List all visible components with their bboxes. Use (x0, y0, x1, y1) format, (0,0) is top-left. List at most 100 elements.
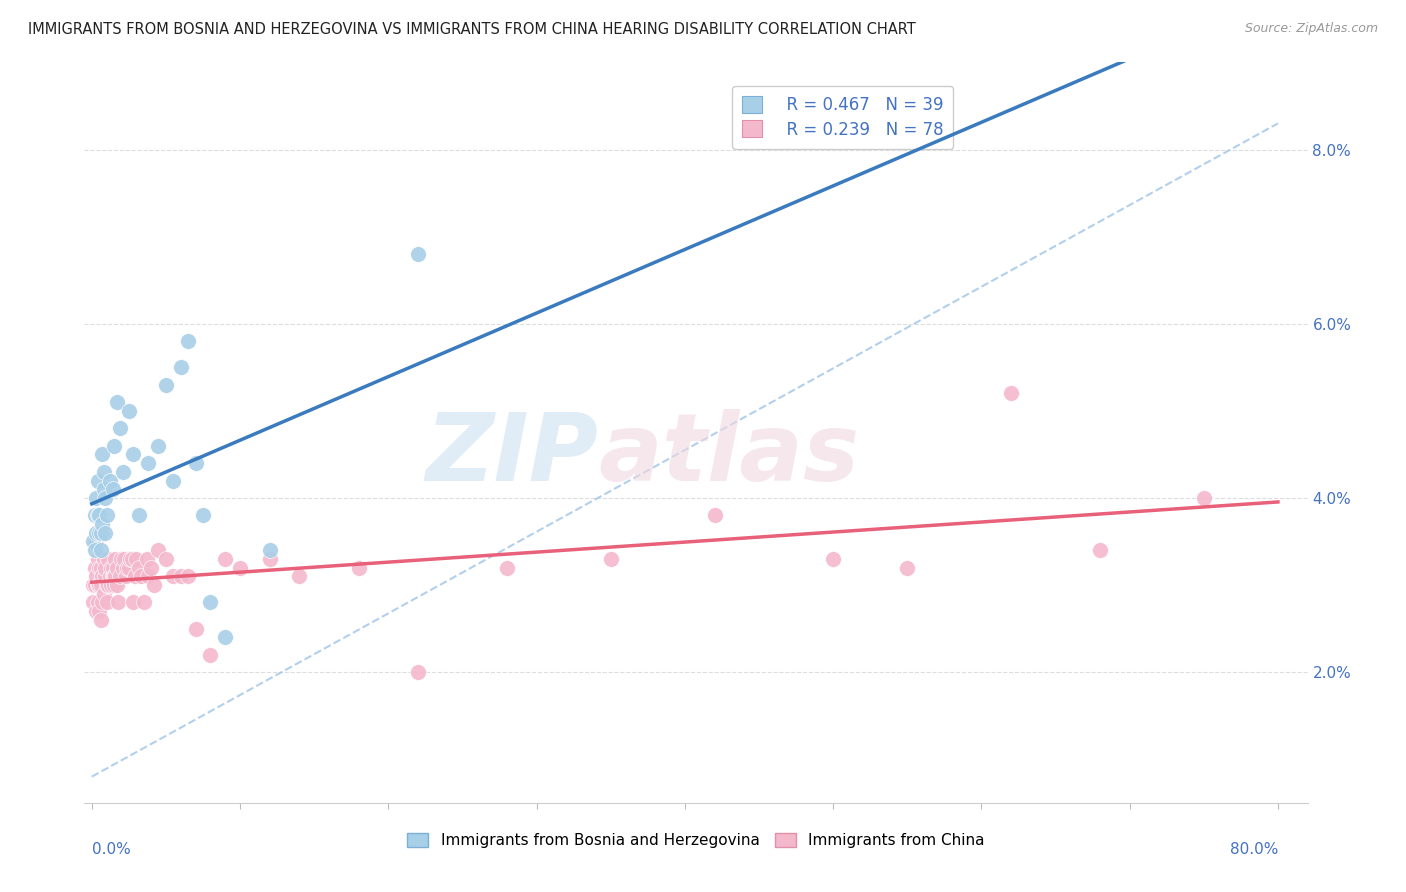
Point (259, 543, 281, 558)
Point (97, 552, 120, 566)
Text: atlas: atlas (598, 409, 859, 500)
Point (122, 595, 145, 609)
Point (122, 447, 145, 461)
Point (214, 630, 236, 644)
Point (82, 578, 104, 592)
Point (120, 552, 142, 566)
Point (136, 456, 159, 470)
Point (118, 404, 141, 418)
Point (125, 552, 148, 566)
Point (406, 665, 429, 680)
Point (89, 508, 111, 523)
Point (89, 560, 111, 574)
Point (259, 552, 281, 566)
Point (96, 578, 118, 592)
Point (823, 552, 845, 566)
Point (90, 560, 112, 574)
Point (96, 508, 118, 523)
Point (84, 569, 107, 583)
Point (896, 560, 918, 574)
Point (98, 474, 121, 488)
Point (84, 525, 107, 540)
Text: 0.0%: 0.0% (91, 842, 131, 856)
Point (97, 578, 120, 592)
Point (406, 247, 429, 261)
Point (83, 543, 105, 558)
Point (496, 560, 519, 574)
Point (98, 569, 121, 583)
Point (148, 543, 170, 558)
Point (103, 569, 125, 583)
Point (86, 474, 108, 488)
Point (103, 439, 125, 453)
Point (599, 552, 621, 566)
Point (214, 552, 236, 566)
Point (94, 569, 117, 583)
Point (135, 552, 157, 566)
Point (100, 578, 122, 592)
Point (191, 508, 214, 523)
Point (90, 525, 112, 540)
Text: 80.0%: 80.0% (1230, 842, 1278, 856)
Point (136, 569, 159, 583)
Point (184, 622, 207, 636)
Point (1088, 543, 1111, 558)
Point (121, 552, 143, 566)
Point (101, 482, 124, 496)
Point (86, 578, 108, 592)
Point (94, 560, 117, 574)
Point (100, 560, 122, 574)
Point (91, 569, 114, 583)
Point (229, 560, 252, 574)
Point (89, 604, 111, 618)
Point (107, 595, 129, 609)
Point (1000, 386, 1022, 401)
Point (117, 560, 139, 574)
Point (1192, 491, 1215, 505)
Point (104, 569, 127, 583)
Point (200, 595, 222, 609)
Point (89, 578, 111, 592)
Point (118, 560, 141, 574)
Point (124, 569, 146, 583)
Point (96, 595, 118, 609)
Point (110, 552, 132, 566)
Point (93, 482, 115, 496)
Point (104, 552, 127, 566)
Point (83, 560, 105, 574)
Point (115, 569, 138, 583)
Point (112, 552, 135, 566)
Point (89, 525, 111, 540)
Point (93, 465, 115, 479)
Point (200, 648, 222, 662)
Point (129, 569, 152, 583)
Point (101, 560, 124, 574)
Point (148, 439, 170, 453)
Point (105, 560, 128, 574)
Point (94, 525, 117, 540)
Point (170, 360, 193, 375)
Point (105, 395, 128, 409)
Point (177, 569, 200, 583)
Point (86, 552, 108, 566)
Point (90, 543, 112, 558)
Point (83, 578, 105, 592)
Point (94, 491, 117, 505)
Point (91, 595, 114, 609)
Point (111, 465, 134, 479)
Point (82, 534, 104, 549)
Point (91, 517, 114, 532)
Point (111, 560, 134, 574)
Point (703, 508, 725, 523)
Text: ZIP: ZIP (425, 409, 598, 500)
Text: IMMIGRANTS FROM BOSNIA AND HERZEGOVINA VS IMMIGRANTS FROM CHINA HEARING DISABILI: IMMIGRANTS FROM BOSNIA AND HERZEGOVINA V… (28, 22, 915, 37)
Point (155, 552, 177, 566)
Point (101, 569, 124, 583)
Point (132, 595, 155, 609)
Point (170, 569, 193, 583)
Point (155, 377, 177, 392)
Point (143, 578, 166, 592)
Point (162, 569, 184, 583)
Point (86, 508, 108, 523)
Point (93, 587, 115, 601)
